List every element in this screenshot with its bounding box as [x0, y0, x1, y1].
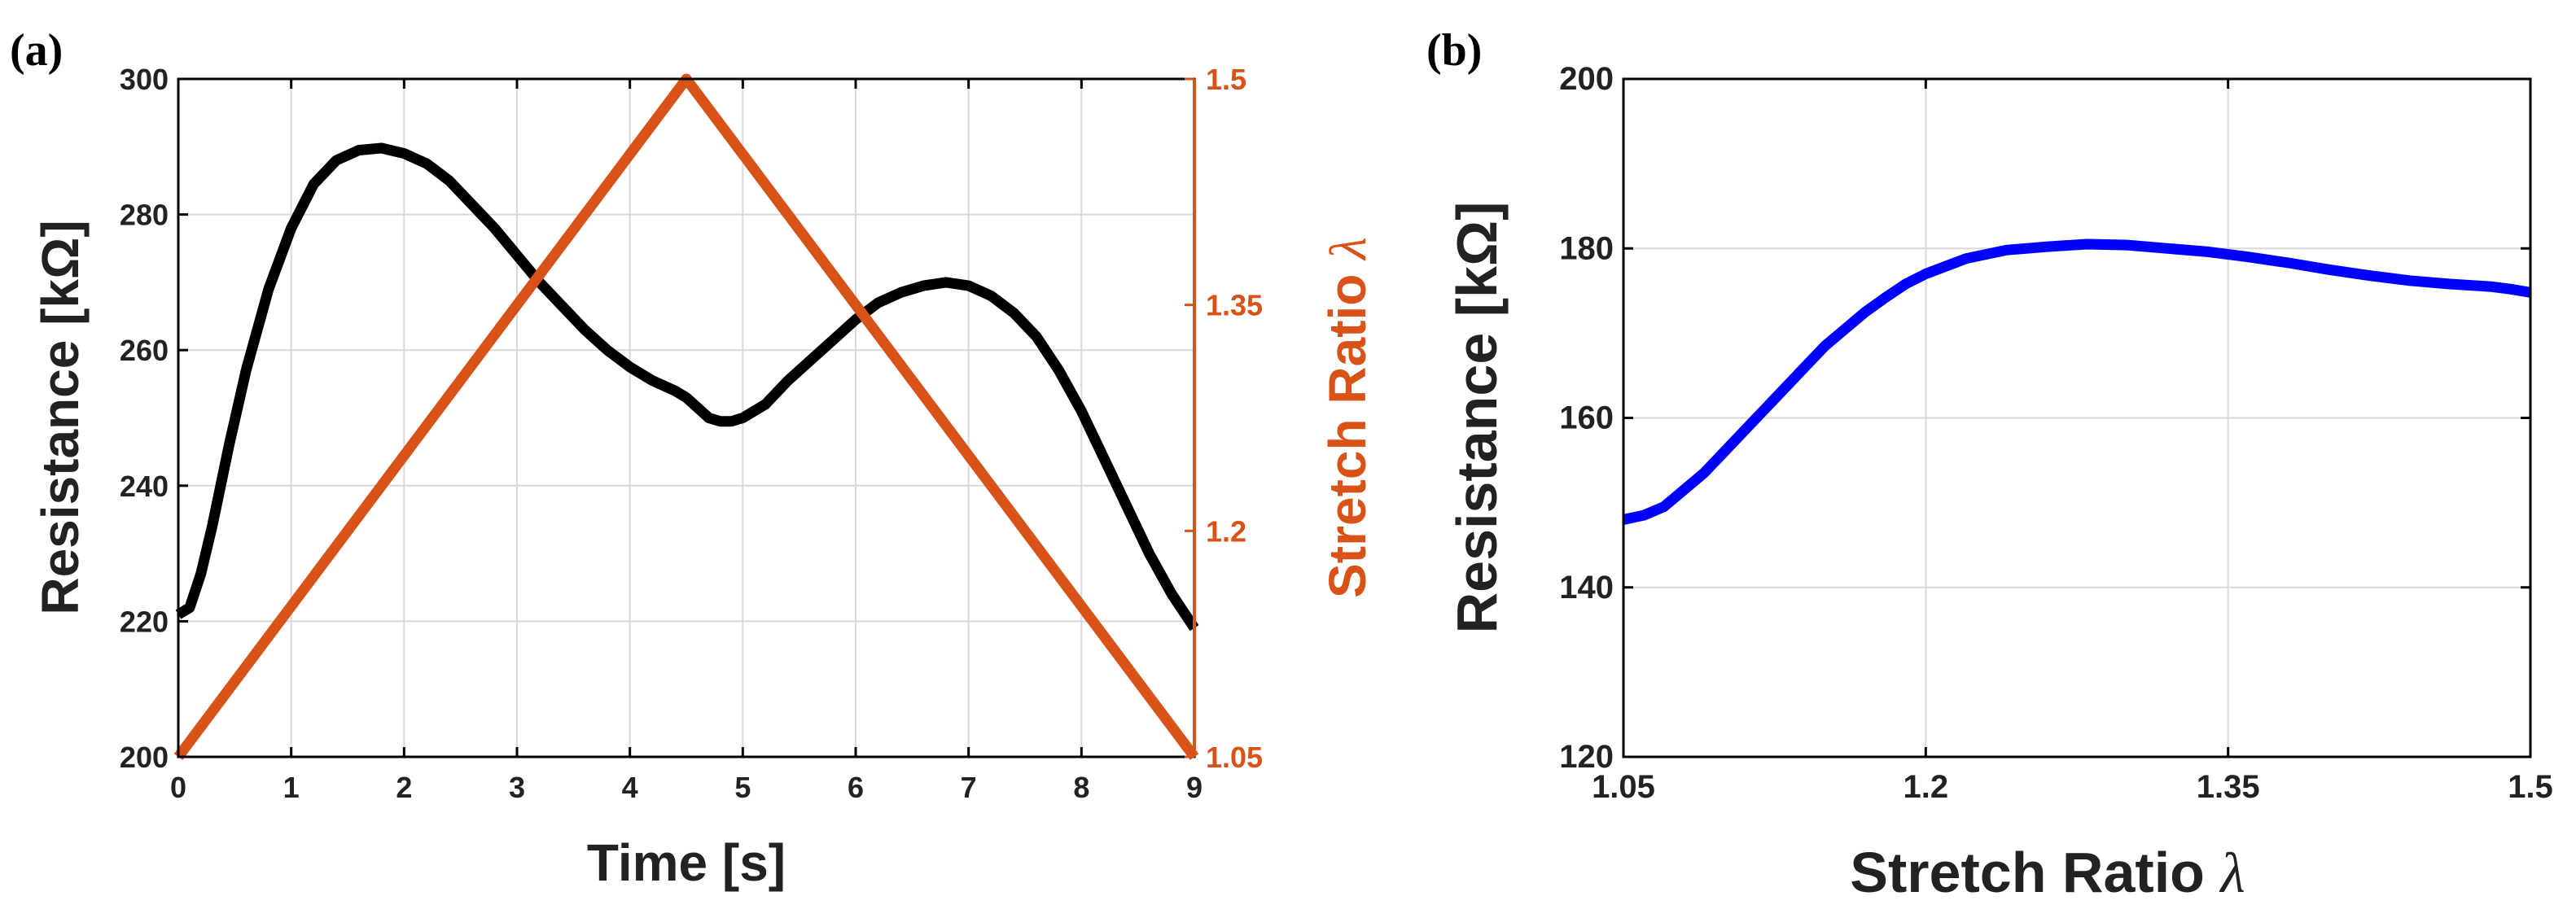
- panel-b-ticks: 1.05 1.2 1.35 1.5 120 140 160 180 200: [1559, 61, 2553, 805]
- panel-a-y-tick-label: 260: [120, 334, 169, 367]
- panel-b-lines: [1622, 238, 2532, 525]
- panel-b: (b) 1.05 1.2 1.35 1.5 120 140 160 180 200 Stretc…: [1426, 25, 2553, 905]
- panel-a-y-tick-label: 280: [120, 199, 169, 232]
- panel-a-y2-tick-label: 1.2: [1206, 514, 1246, 548]
- panel-b-y-tick-label: 140: [1559, 570, 1614, 605]
- panel-a-x-tick-label: 1: [283, 771, 300, 804]
- panel-a-x-tick-label: 2: [396, 771, 412, 804]
- panel-b-y-tick-label: 120: [1559, 739, 1614, 775]
- panel-a-x-tick-label: 9: [1186, 771, 1203, 804]
- panel-a-y-axis-label: Resistance [kΩ]: [31, 220, 90, 614]
- panel-a-x-tick-label: 5: [734, 771, 751, 804]
- panel-a-x-axis-label: Time [s]: [587, 833, 786, 892]
- panel-a-y-tick-label: 300: [120, 63, 169, 96]
- panel-a-x-tick-label: 8: [1073, 771, 1089, 804]
- panel-b-label: (b): [1426, 25, 1482, 76]
- panel-b-series-resistance-line: [1622, 238, 2532, 525]
- panel-a-series-stretch-ratio-line: [173, 73, 1199, 760]
- panel-b-x-axis-label-symbol: λ: [2219, 842, 2245, 905]
- panel-b-y-tick-label: 160: [1559, 400, 1614, 436]
- panel-a-grid: [177, 78, 1195, 758]
- panel-a-y2-tick-label: 1.5: [1206, 63, 1246, 96]
- panel-b-x-tick-label: 1.35: [2197, 769, 2260, 805]
- panel-a-x-tick-label: 7: [961, 771, 977, 804]
- panel-a-lines: [173, 73, 1199, 760]
- panel-b-x-tick-label: 1.2: [1904, 769, 1949, 805]
- panel-a-x-tick-label: 3: [509, 771, 525, 804]
- panel-a-y-tick-label: 200: [120, 741, 169, 774]
- panel-a-x-tick-label: 4: [622, 771, 638, 804]
- panel-b-x-axis-label: Stretch Ratio λ: [1850, 841, 2245, 905]
- panel-a-x-tick-label: 6: [848, 771, 864, 804]
- panel-a-x-tick-label: 0: [170, 771, 186, 804]
- panel-b-y-axis-label: Resistance [kΩ]: [1445, 202, 1509, 634]
- panel-a-y2-tick-label: 1.35: [1206, 289, 1263, 322]
- panel-a-y-tick-label: 220: [120, 605, 169, 638]
- panel-a: (a) 0 1 2 3 4 5 6 7 8 9 200 220 240 260 280 300 1.05 1.2 1…: [10, 25, 1377, 892]
- panel-b-x-tick-label: 1.5: [2508, 769, 2553, 805]
- panel-a-y-tick-label: 240: [120, 470, 169, 503]
- panel-a-series-resistance-line: [175, 142, 1199, 632]
- panel-b-y-tick-label: 200: [1559, 61, 1614, 97]
- panel-a-plot-frame: [177, 77, 1196, 758]
- panel-a-y2-axis-label-text: Stretch Ratio: [1318, 260, 1377, 598]
- panel-a-y2-axis-label-symbol: λ: [1319, 237, 1377, 261]
- panel-b-x-axis-label-text: Stretch Ratio: [1850, 841, 2220, 904]
- panel-b-x-tick-label: 1.05: [1592, 769, 1655, 805]
- panel-a-ticks: 0 1 2 3 4 5 6 7 8 9 200 220 240 260 280 300 1.05 1.2 1.35 1…: [120, 63, 1263, 804]
- panel-b-y-tick-label: 180: [1559, 230, 1614, 266]
- panel-a-label: (a): [10, 25, 63, 76]
- panel-a-y2-tick-label: 1.05: [1206, 741, 1263, 774]
- panel-a-y2-axis-label: Stretch Ratio λ: [1318, 237, 1377, 598]
